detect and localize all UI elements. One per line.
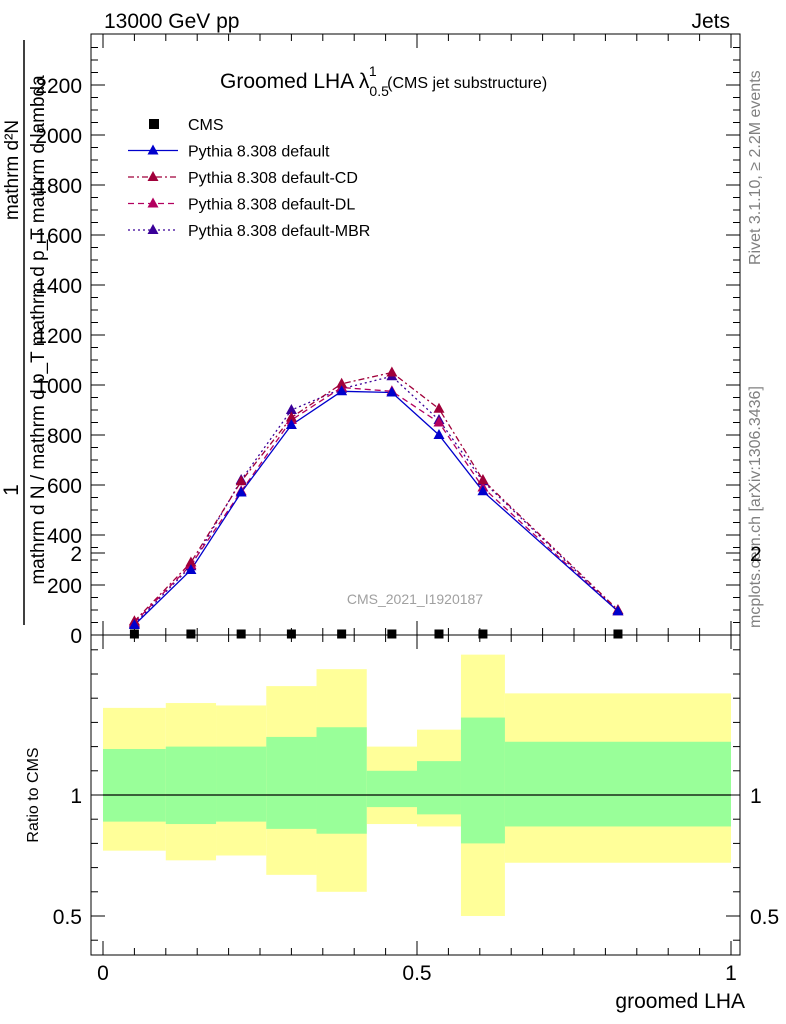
process-label: Jets: [691, 10, 730, 33]
main-y-tick-label: 1400: [35, 275, 82, 298]
ratio-inner-band: [504, 741, 731, 827]
ratio-y-tick-label: 0.5: [53, 906, 82, 929]
main-title: Groomed LHA λ0.5 1 (CMS jet substructure): [220, 63, 547, 99]
legend-marker-3: [147, 197, 159, 208]
cms-data-point: [236, 629, 246, 639]
ylabel-numerator: mathrm d²N: [2, 120, 23, 220]
cms-data-point: [434, 629, 444, 639]
ratio-inner-band: [103, 749, 166, 822]
legend-marker-4: [147, 224, 159, 234]
x-tick-label: 0.5: [402, 962, 431, 985]
main-y-tick-label: 200: [47, 575, 82, 598]
ratio-inner-band: [366, 770, 417, 808]
ratio-y-tick-label: 1: [70, 785, 82, 808]
ratio-ticks: [91, 552, 740, 955]
ratio-inner-band: [165, 746, 217, 825]
ratio-inner-band: [216, 746, 267, 822]
title-subscript: 0.5: [369, 83, 389, 99]
series-1-point: [336, 385, 348, 396]
cms-data-point: [129, 629, 139, 639]
main-y-tick-label: 1000: [35, 375, 82, 398]
ratio-tick-labels: 0.5 0.5 1 1 2 2 0 0.5 1: [53, 543, 779, 985]
main-y-tick-label: 2000: [35, 125, 82, 148]
cms-data-point: [478, 629, 488, 639]
rivet-label: Rivet 3.1.10, ≥ 2.2M events: [747, 70, 764, 265]
series-3-point: [433, 416, 445, 427]
ratio-y-tick-label-right: 1: [750, 785, 762, 808]
legend-marker-2: [147, 171, 159, 181]
ratio-bands: [103, 654, 731, 916]
cms-data-point: [613, 629, 623, 639]
ratio-y-axis-label: Ratio to CMS: [25, 747, 42, 842]
title-suffix: (CMS jet substructure): [383, 75, 547, 92]
series-2-point: [185, 556, 197, 567]
title-lambda: λ: [359, 70, 370, 93]
main-y-axis-label: 1 mathrm d N / mathrm d p_T mathrm d p_T…: [0, 40, 49, 625]
main-y-tick-label: 1800: [35, 175, 82, 198]
legend-entry: Pythia 8.308 default-DL: [188, 197, 355, 214]
series-2-point: [433, 402, 445, 413]
ratio-frame: [90, 634, 741, 956]
x-tick-label: 1: [725, 962, 737, 985]
title-prefix: Groomed LHA: [220, 70, 359, 93]
series-2-point: [336, 377, 348, 388]
cms-data-point: [286, 629, 296, 639]
ylabel-denominator: mathrm d N / mathrm d p_T mathrm d p_T m…: [28, 75, 49, 585]
mcplots-label: mcplots.cern.ch [arXiv:1306.3436]: [747, 386, 764, 628]
legend-marker-1: [147, 144, 159, 155]
series-line-2: [133, 371, 619, 622]
main-y-tick-labels: 0 200 400 600 800 1000 1200 1400 1600 1800 2000 220…: [35, 75, 82, 648]
series-2-point: [285, 411, 297, 422]
main-y-tick-label: 800: [47, 425, 82, 448]
series-line-1: [133, 390, 619, 626]
series-1-point: [235, 486, 247, 497]
main-y-tick-label: 1600: [35, 225, 82, 248]
ratio-y-tick-label-right: 0.5: [750, 906, 779, 929]
cms-data-point: [387, 629, 397, 639]
main-y-tick-label: 2200: [35, 75, 82, 98]
series-1-point: [386, 386, 398, 397]
legend-entry: Pythia 8.308 default-MBR: [188, 223, 370, 240]
series-1-point: [285, 419, 297, 429]
main-series: [128, 366, 624, 639]
legend-entry: Pythia 8.308 default: [188, 144, 330, 161]
main-y-tick-label: 0: [70, 625, 82, 648]
series-2-point: [386, 366, 398, 377]
cms-data-point: [337, 629, 347, 639]
legend-marker-cms: [149, 119, 159, 129]
ratio-inner-band: [266, 736, 317, 829]
series-1-point: [185, 564, 197, 574]
energy-label: 13000 GeV pp: [104, 10, 239, 33]
main-ticks: [91, 34, 740, 636]
main-y-tick-label: 1200: [35, 325, 82, 348]
analysis-watermark: CMS_2021_I1920187: [347, 591, 483, 607]
x-axis-label: groomed LHA: [615, 990, 745, 1013]
series-2-point: [477, 474, 489, 484]
legend: CMS Pythia 8.308 default Pythia 8.308 defa…: [128, 117, 370, 240]
series-1-point: [612, 605, 624, 616]
cms-data-point: [186, 629, 196, 639]
ratio-inner-band: [316, 727, 367, 834]
ratio-y-tick-label: 2: [70, 543, 82, 566]
series-1-point: [477, 485, 489, 496]
x-tick-label: 0: [97, 962, 109, 985]
series-1-point: [128, 619, 140, 629]
ratio-inner-band: [417, 761, 461, 815]
series-1-point: [433, 429, 445, 439]
series-line-3: [133, 386, 619, 623]
ratio-inner-band: [460, 717, 505, 844]
main-y-tick-label: 400: [47, 525, 82, 548]
ratio-y-tick-label-right: 2: [750, 543, 762, 566]
main-y-tick-label: 600: [47, 475, 82, 498]
series-4-point: [285, 404, 297, 414]
legend-entry: Pythia 8.308 default-CD: [188, 170, 358, 187]
series-line-4: [133, 375, 619, 625]
legend-entry: CMS: [188, 117, 224, 134]
series-2-point: [235, 475, 247, 486]
ylabel-one: 1: [0, 484, 23, 496]
title-superscript: 1: [369, 63, 377, 79]
